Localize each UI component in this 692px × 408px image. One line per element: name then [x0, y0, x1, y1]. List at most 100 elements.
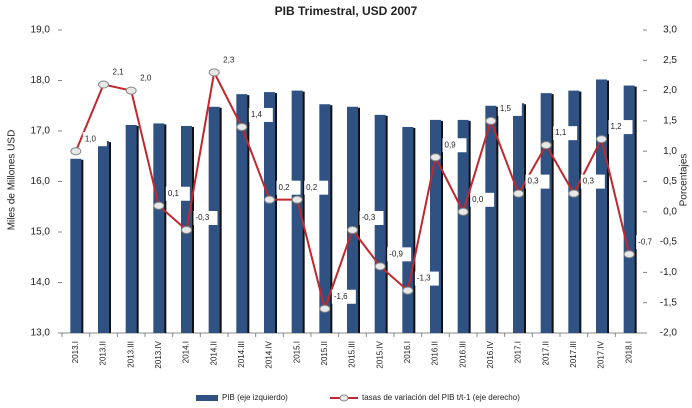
label-bg: [221, 53, 246, 68]
y2-tick-label: 1,5: [663, 116, 677, 127]
y-tick-label: 16,0: [31, 176, 51, 187]
x-tick-label: 2016.I: [403, 341, 412, 363]
bar: [596, 79, 607, 334]
label-bg: [193, 210, 218, 225]
x-tick-label: 2013.I: [71, 341, 80, 363]
label-bg: [387, 247, 412, 262]
data-label: -1,6: [334, 292, 348, 301]
marker: [347, 225, 358, 234]
x-tick-label: 2014.II: [209, 341, 218, 365]
y2-tick-label: 2,5: [663, 55, 677, 66]
marker: [125, 86, 137, 95]
label-bg: [110, 65, 135, 80]
x-tick-label: 2015.II: [320, 341, 329, 365]
label-bg: [497, 101, 522, 116]
marker: [208, 68, 220, 77]
label-bg: [331, 289, 356, 304]
data-label: -0,9: [389, 249, 403, 258]
bar: [319, 104, 331, 333]
x-tick-label: 2014.IV: [265, 340, 274, 368]
data-label: 0,3: [583, 177, 595, 186]
label-bg: [553, 126, 578, 141]
y-tick-label: 14,0: [31, 277, 51, 288]
x-tick-label: 2015.III: [348, 341, 357, 368]
x-tick-label: 2013.III: [126, 341, 135, 368]
chart-title: PIB Trimestral, USD 2007: [275, 4, 418, 18]
x-tick-label: 2015.I: [292, 341, 301, 363]
marker: [291, 195, 303, 204]
data-label: 1,2: [611, 122, 623, 131]
data-label: 1,0: [85, 134, 97, 143]
marker: [98, 80, 109, 89]
label-bg: [525, 174, 550, 189]
bar: [568, 90, 580, 333]
bar: [540, 93, 552, 333]
marker: [264, 195, 275, 204]
y2-axis-title: Porcentajes: [679, 154, 690, 207]
data-label: 1,1: [555, 128, 567, 137]
marker: [596, 135, 607, 144]
bar: [402, 126, 414, 334]
bar: [291, 90, 303, 333]
x-tick-label: 2014.III: [237, 341, 246, 368]
y2-tick-label: 2,0: [663, 85, 677, 96]
label-bg: [359, 210, 384, 225]
marker: [319, 304, 331, 313]
x-tick-label: 2016.II: [431, 341, 440, 365]
data-label: -1,3: [417, 274, 431, 283]
data-label: 0,2: [279, 183, 291, 192]
bar: [236, 94, 248, 333]
label-bg: [608, 120, 633, 135]
bar: [153, 123, 165, 333]
x-tick-label: 2018.I: [624, 341, 633, 363]
y-axis-title: Miles de Millones USD: [7, 130, 18, 231]
x-tick-label: 2014.I: [182, 341, 191, 363]
data-label: 1,5: [500, 104, 512, 113]
x-tick-label: 2013.IV: [154, 340, 163, 368]
y-tick-label: 15,0: [31, 227, 51, 238]
marker: [181, 225, 192, 234]
bar: [70, 158, 82, 333]
bar: [623, 85, 635, 333]
y-tick-label: 17,0: [31, 126, 51, 137]
label-bg: [276, 180, 301, 195]
y2-tick-label: 1,0: [663, 146, 677, 157]
data-label: 1,4: [251, 110, 263, 119]
data-label: 0,0: [472, 195, 484, 204]
label-bg: [165, 186, 190, 201]
y2-tick-label: -1,0: [660, 267, 678, 278]
label-bg: [636, 235, 661, 250]
y2-tick-label: 0,0: [663, 206, 677, 217]
y2-tick-label: -2,0: [660, 328, 678, 339]
x-tick-label: 2017.II: [541, 341, 550, 365]
data-label: -0,7: [638, 237, 652, 246]
y2-tick-label: -1,5: [660, 297, 678, 308]
data-label: 2,0: [140, 74, 152, 83]
x-tick-label: 2017.IV: [597, 340, 606, 368]
data-label: 0,2: [306, 183, 318, 192]
legend-label: tasas de variación del PIB t/t-1 (eje de…: [362, 393, 520, 402]
y-tick-label: 13,0: [31, 328, 51, 339]
y2-tick-label: -0,5: [660, 237, 678, 248]
bar: [513, 103, 524, 333]
bar: [98, 141, 109, 333]
marker: [402, 286, 414, 295]
label-bg: [304, 180, 329, 195]
data-label: -0,3: [362, 213, 376, 222]
marker: [540, 141, 552, 150]
y2-tick-label: 3,0: [663, 25, 677, 36]
marker: [70, 147, 82, 156]
x-tick-label: 2015.IV: [375, 340, 384, 368]
data-label: 0,3: [528, 177, 540, 186]
bar: [125, 124, 137, 333]
marker: [623, 250, 635, 259]
bar: [264, 92, 275, 334]
data-label: 0,9: [445, 140, 457, 149]
y-tick-label: 18,0: [31, 75, 51, 86]
x-tick-label: 2013.II: [99, 341, 108, 365]
marker: [568, 189, 580, 198]
data-label: 0,1: [168, 189, 180, 198]
label-bg: [82, 132, 107, 147]
y-tick-label: 19,0: [31, 25, 51, 36]
